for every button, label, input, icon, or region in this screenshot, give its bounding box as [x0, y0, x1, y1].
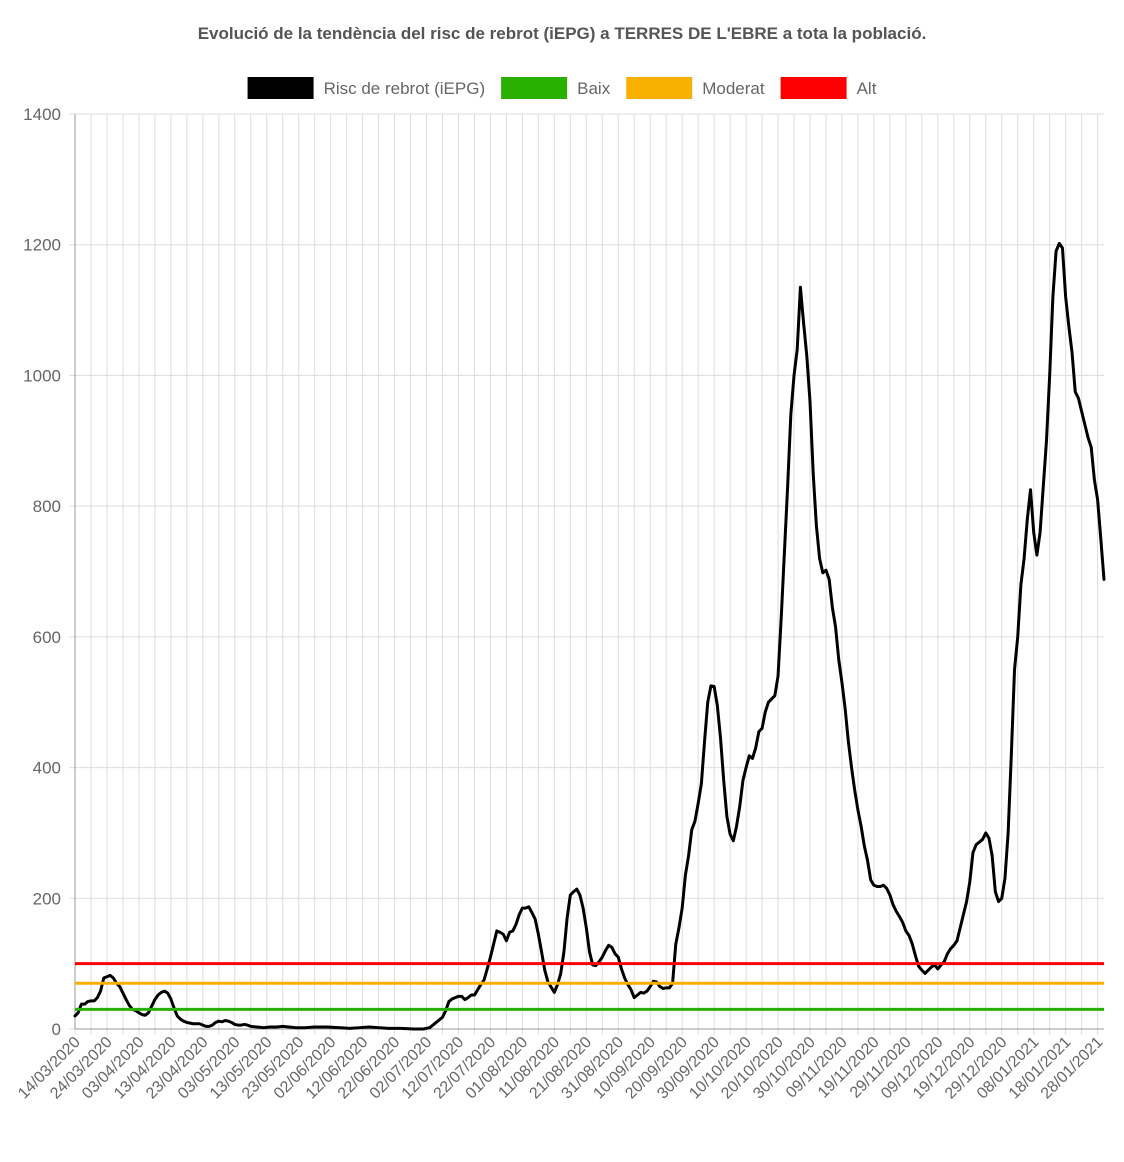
legend-label: Moderat — [702, 79, 765, 98]
legend-label: Baix — [577, 79, 611, 98]
y-tick-label: 200 — [33, 889, 61, 908]
y-tick-label: 800 — [33, 497, 61, 516]
y-tick-label: 1000 — [23, 366, 61, 385]
legend-item[interactable]: Risc de rebrot (iEPG) — [247, 77, 486, 99]
iepg-line — [73, 241, 1106, 1031]
chart-title: Evolució de la tendència del risc de reb… — [197, 24, 927, 43]
y-tick-label: 1400 — [23, 105, 61, 124]
legend-swatch — [247, 77, 314, 99]
legend-item[interactable]: Moderat — [626, 77, 765, 99]
series-layer — [73, 241, 1106, 1031]
x-axis-ticks: 14/03/202024/03/202003/04/202013/04/2020… — [15, 1034, 1106, 1103]
y-tick-label: 1200 — [23, 236, 61, 255]
y-tick-label: 0 — [52, 1020, 61, 1039]
legend-item[interactable]: Baix — [501, 77, 611, 99]
legend-swatch — [626, 77, 693, 99]
legend-item[interactable]: Alt — [780, 77, 877, 99]
legend-label: Risc de rebrot (iEPG) — [324, 79, 486, 98]
grid — [69, 113, 1104, 1035]
y-tick-label: 600 — [33, 628, 61, 647]
axes — [74, 114, 1104, 1030]
y-tick-label: 400 — [33, 759, 61, 778]
legend-swatch — [780, 77, 847, 99]
legend[interactable]: Risc de rebrot (iEPG) Baix Moderat Alt — [247, 77, 877, 99]
legend-label: Alt — [857, 79, 877, 98]
y-axis-ticks: 0 200 400 600 800 1000 1200 1400 — [23, 105, 61, 1039]
legend-swatch — [501, 77, 568, 99]
